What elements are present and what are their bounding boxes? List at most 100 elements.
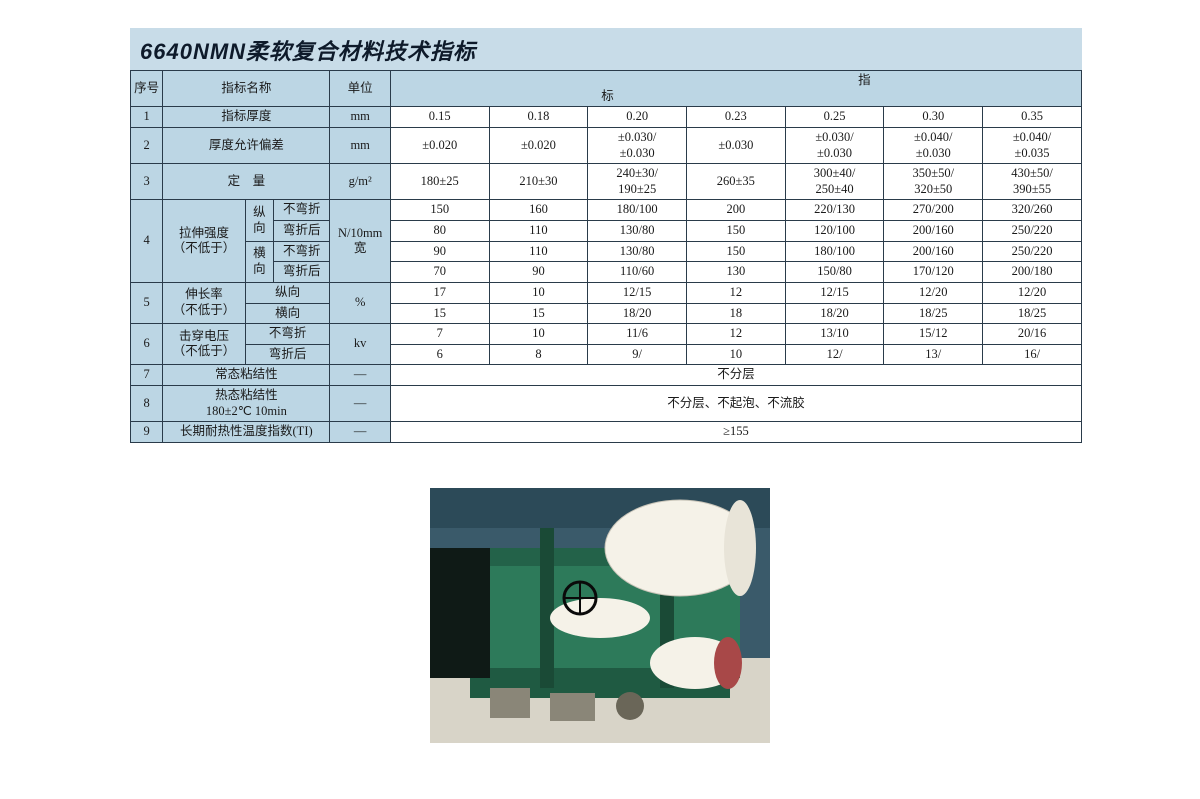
cell-val: 0.35 (983, 107, 1082, 128)
cell-val: 0.18 (489, 107, 588, 128)
cell-val: 12/15 (588, 282, 687, 303)
cell-sub: 不弯折 (245, 324, 330, 345)
cell-val: 170/120 (884, 262, 983, 283)
table-row: 弯折后 7090110/60130150/80170/120200/180 (131, 262, 1082, 283)
cell-val: ±0.030/±0.030 (588, 127, 687, 163)
hdr-index-right: 标 (541, 89, 930, 105)
table-row: 4 拉伸强度（不低于） 纵向 不弯折 N/10mm宽 150 160 180/1… (131, 200, 1082, 221)
hdr-name: 指标名称 (163, 71, 330, 107)
cell-val: 15/12 (884, 324, 983, 345)
cell-val: 17 (390, 282, 489, 303)
cell-val: 200/180 (983, 262, 1082, 283)
table-row: 2 厚度允许偏差 mm ±0.020 ±0.020 ±0.030/±0.030 … (131, 127, 1082, 163)
cell-val: 12 (687, 282, 786, 303)
table-row: 8 热态粘结性180±2℃ 10min — 不分层、不起泡、不流胶 (131, 386, 1082, 422)
table-row: 6 击穿电压（不低于） 不弯折 kv 71011/61213/1015/1220… (131, 324, 1082, 345)
cell-val: 7 (390, 324, 489, 345)
machinery-photo (430, 488, 770, 743)
cell-seq: 8 (131, 386, 163, 422)
cell-val: 430±50/390±55 (983, 164, 1082, 200)
cell-sub: 弯折后 (274, 221, 330, 242)
table-row: 9 长期耐热性温度指数(TI) — ≥155 (131, 422, 1082, 443)
cell-name: 长期耐热性温度指数(TI) (163, 422, 330, 443)
cell-val: 18/20 (588, 303, 687, 324)
hdr-index: 指标 (390, 71, 1081, 107)
hdr-index-left: 指 (541, 73, 930, 89)
cell-val: 0.23 (687, 107, 786, 128)
cell-val: 0.20 (588, 107, 687, 128)
cell-val: 15 (489, 303, 588, 324)
cell-val: 15 (390, 303, 489, 324)
cell-sub: 纵向 (245, 282, 330, 303)
table-row: 横向 151518/201818/2018/2518/25 (131, 303, 1082, 324)
cell-val: ±0.030/±0.030 (785, 127, 884, 163)
cell-val: 160 (489, 200, 588, 221)
cell-seq: 5 (131, 282, 163, 323)
cell-val: 150/80 (785, 262, 884, 283)
cell-seq: 6 (131, 324, 163, 365)
cell-seq: 9 (131, 422, 163, 443)
table-row: 7 常态粘结性 — 不分层 (131, 365, 1082, 386)
title-bar: 6640NMN柔软复合材料技术指标 (130, 28, 1082, 70)
table-row: 5 伸长率（不低于） 纵向 % 171012/151212/1512/2012/… (131, 282, 1082, 303)
cell-sub: 弯折后 (274, 262, 330, 283)
cell-val: 10 (687, 344, 786, 365)
cell-seq: 2 (131, 127, 163, 163)
cell-sub: 不弯折 (274, 241, 330, 262)
cell-val: 240±30/190±25 (588, 164, 687, 200)
cell-val: 90 (489, 262, 588, 283)
machinery-photo-svg (430, 488, 770, 743)
cell-val: 20/16 (983, 324, 1082, 345)
cell-unit: — (330, 386, 390, 422)
cell-val: 13/ (884, 344, 983, 365)
cell-dir: 横向 (245, 241, 273, 282)
cell-val: 110/60 (588, 262, 687, 283)
cell-val: 16/ (983, 344, 1082, 365)
cell-unit: mm (330, 107, 390, 128)
cell-val: 80 (390, 221, 489, 242)
hdr-unit: 单位 (330, 71, 390, 107)
cell-dir: 纵向 (245, 200, 273, 241)
cell-val: 8 (489, 344, 588, 365)
cell-val: 320/260 (983, 200, 1082, 221)
cell-val: 12 (687, 324, 786, 345)
cell-val: 70 (390, 262, 489, 283)
cell-val: ±0.040/±0.035 (983, 127, 1082, 163)
cell-val: ±0.020 (390, 127, 489, 163)
cell-unit: — (330, 365, 390, 386)
cell-val: 150 (390, 200, 489, 221)
cell-unit: g/m² (330, 164, 390, 200)
table-row: 横向 不弯折 90110130/80150180/100200/160250/2… (131, 241, 1082, 262)
cell-name: 拉伸强度（不低于） (163, 200, 246, 283)
hdr-seq: 序号 (131, 71, 163, 107)
cell-val: 130 (687, 262, 786, 283)
cell-val: 200/160 (884, 221, 983, 242)
table-row: 弯折后 689/1012/13/16/ (131, 344, 1082, 365)
cell-val: 180±25 (390, 164, 489, 200)
cell-val: 110 (489, 241, 588, 262)
cell-sub: 横向 (245, 303, 330, 324)
cell-val: 6 (390, 344, 489, 365)
cell-name: 厚度允许偏差 (163, 127, 330, 163)
table-row: 1 指标厚度 mm 0.15 0.18 0.20 0.23 0.25 0.30 … (131, 107, 1082, 128)
cell-val: ±0.020 (489, 127, 588, 163)
cell-seq: 7 (131, 365, 163, 386)
cell-val: ±0.040/±0.030 (884, 127, 983, 163)
cell-val: ±0.030 (687, 127, 786, 163)
cell-val: 300±40/250±40 (785, 164, 884, 200)
cell-val: 18/20 (785, 303, 884, 324)
cell-val: 150 (687, 221, 786, 242)
cell-unit: kv (330, 324, 390, 365)
cell-val: 260±35 (687, 164, 786, 200)
cell-val: 18/25 (884, 303, 983, 324)
cell-val: 18/25 (983, 303, 1082, 324)
cell-val: 200 (687, 200, 786, 221)
cell-val: 90 (390, 241, 489, 262)
table-row: 弯折后 80110130/80150120/100200/160250/220 (131, 221, 1082, 242)
cell-unit: % (330, 282, 390, 323)
cell-val: 9/ (588, 344, 687, 365)
cell-sub: 不弯折 (274, 200, 330, 221)
page: 6640NMN柔软复合材料技术指标 序号 指标名称 单位 指标 1 指标厚度 (0, 0, 1200, 799)
cell-sub: 弯折后 (245, 344, 330, 365)
cell-name: 击穿电压（不低于） (163, 324, 246, 365)
